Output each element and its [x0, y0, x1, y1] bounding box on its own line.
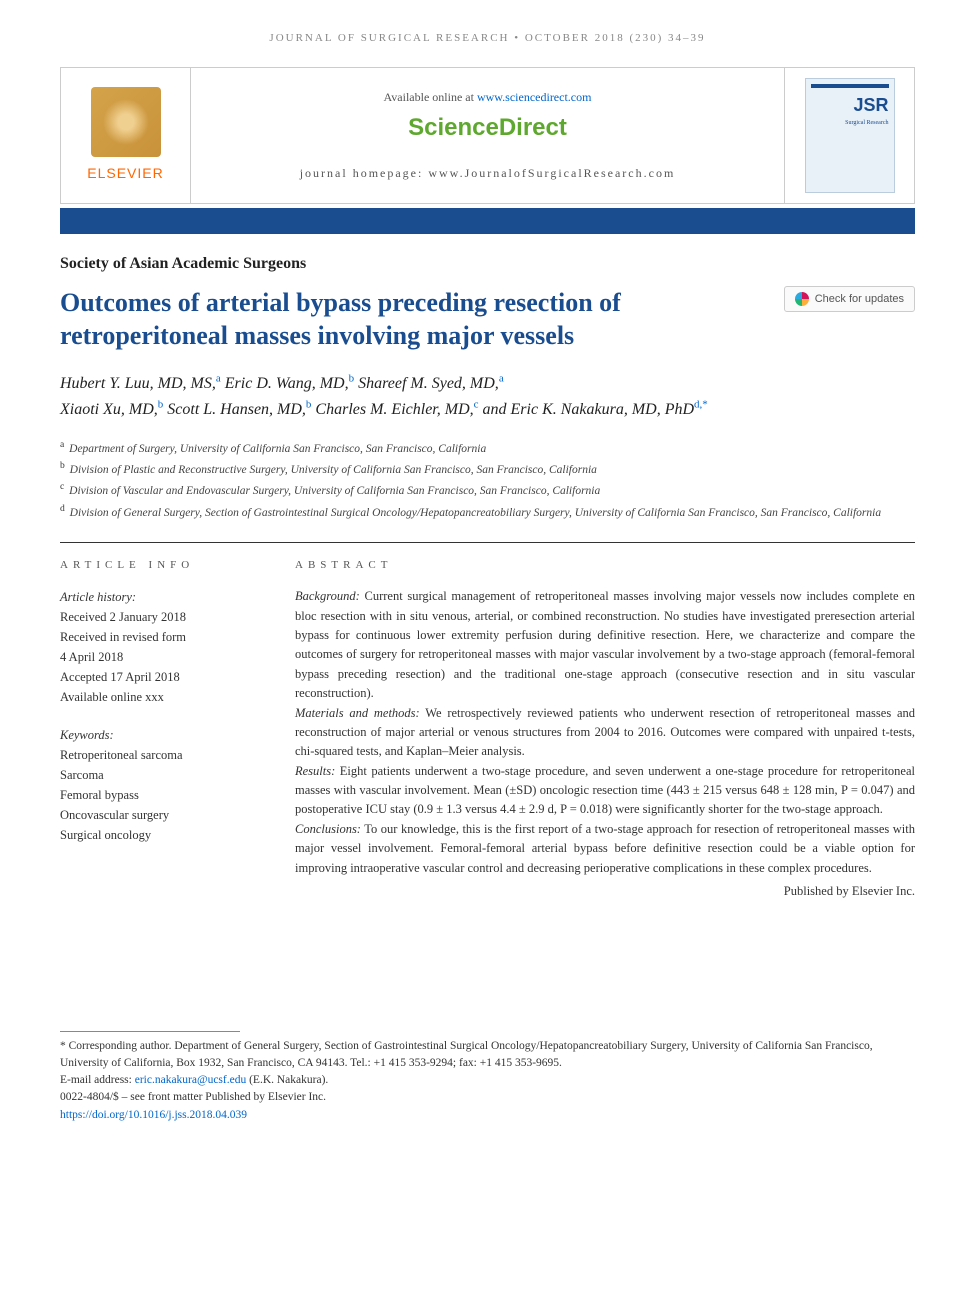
article-title: Outcomes of arterial bypass preceding re…: [60, 286, 764, 354]
history-line: Received in revised form: [60, 627, 260, 647]
abstract-section-label: Conclusions:: [295, 822, 361, 836]
journal-homepage-line: journal homepage: www.JournalofSurgicalR…: [300, 164, 676, 182]
sciencedirect-logo: ScienceDirect: [408, 110, 567, 146]
history-line: Available online xxx: [60, 687, 260, 707]
email-author: (E.K. Nakakura).: [246, 1074, 328, 1086]
email-line: E-mail address: eric.nakakura@ucsf.edu (…: [60, 1072, 915, 1089]
masthead: ELSEVIER Available online at www.science…: [60, 67, 915, 204]
publisher-name: ELSEVIER: [87, 163, 163, 184]
abstract-column: ABSTRACT Background: Current surgical ma…: [295, 557, 915, 901]
author-affil-sup: c: [474, 399, 479, 411]
footnote-separator: [60, 1031, 240, 1032]
author: Hubert Y. Luu, MD, MS,a: [60, 375, 221, 392]
keywords-label: Keywords:: [60, 725, 260, 745]
author: and Eric K. Nakakura, MD, PhDd,*: [483, 401, 708, 418]
history-line: 4 April 2018: [60, 647, 260, 667]
sciencedirect-link[interactable]: www.sciencedirect.com: [477, 90, 592, 104]
keyword: Surgical oncology: [60, 825, 260, 845]
issn-line: 0022-4804/$ – see front matter Published…: [60, 1089, 915, 1106]
author: Xiaoti Xu, MD,b: [60, 401, 163, 418]
available-text: Available online at: [384, 90, 477, 104]
abstract-section-label: Results:: [295, 764, 335, 778]
abstract-paragraph: Materials and methods: We retrospectivel…: [295, 704, 915, 762]
author: Charles M. Eichler, MD,c: [315, 401, 478, 418]
email-label: E-mail address:: [60, 1074, 135, 1086]
author: Shareef M. Syed, MD,a: [358, 375, 504, 392]
homepage-label: journal homepage:: [300, 166, 429, 180]
journal-subtitle: Surgical Research: [845, 119, 888, 128]
history-line: Accepted 17 April 2018: [60, 667, 260, 687]
keyword: Sarcoma: [60, 765, 260, 785]
article-info-heading: ARTICLE INFO: [60, 557, 260, 574]
affiliation-list: a Department of Surgery, University of C…: [60, 437, 915, 522]
author-affil-sup: b: [158, 399, 164, 411]
author-list: Hubert Y. Luu, MD, MS,a Eric D. Wang, MD…: [60, 371, 915, 423]
abstract-section-label: Materials and methods:: [295, 706, 420, 720]
keyword: Femoral bypass: [60, 785, 260, 805]
author-affil-sup: a: [499, 373, 504, 385]
history-label: Article history:: [60, 587, 260, 607]
author-affil-sup: d,*: [694, 399, 708, 411]
journal-cover-thumbnail: JSR Surgical Research: [805, 78, 895, 193]
corresponding-author-note: * Corresponding author. Department of Ge…: [60, 1038, 915, 1073]
abstract-paragraph: Results: Eight patients underwent a two-…: [295, 762, 915, 820]
author-affil-sup: b: [306, 399, 312, 411]
check-updates-button[interactable]: Check for updates: [784, 286, 915, 313]
available-online-line: Available online at www.sciencedirect.co…: [384, 88, 592, 106]
affiliation: b Division of Plastic and Reconstructive…: [60, 458, 915, 479]
society-name: Society of Asian Academic Surgeons: [60, 252, 915, 276]
history-line: Received 2 January 2018: [60, 607, 260, 627]
publisher-line: Published by Elsevier Inc.: [295, 882, 915, 901]
homepage-url: www.JournalofSurgicalResearch.com: [428, 166, 675, 180]
author-affil-sup: b: [349, 373, 355, 385]
running-header: JOURNAL OF SURGICAL RESEARCH • OCTOBER 2…: [60, 30, 915, 47]
author-affil-sup: a: [216, 373, 221, 385]
journal-abbrev: JSR: [853, 92, 888, 119]
footnotes: * Corresponding author. Department of Ge…: [60, 1038, 915, 1124]
abstract-paragraph: Conclusions: To our knowledge, this is t…: [295, 820, 915, 878]
author: Eric D. Wang, MD,b: [225, 375, 354, 392]
article-info-column: ARTICLE INFO Article history: Received 2…: [60, 557, 260, 901]
check-updates-label: Check for updates: [815, 291, 904, 308]
affiliation: d Division of General Surgery, Section o…: [60, 501, 915, 522]
doi-link[interactable]: https://doi.org/10.1016/j.jss.2018.04.03…: [60, 1109, 247, 1121]
masthead-center: Available online at www.sciencedirect.co…: [191, 68, 784, 203]
header-divider-bar: [60, 208, 915, 234]
affiliation: c Division of Vascular and Endovascular …: [60, 479, 915, 500]
abstract-section-label: Background:: [295, 589, 360, 603]
abstract-heading: ABSTRACT: [295, 557, 915, 574]
keywords-block: Keywords: Retroperitoneal sarcomaSarcoma…: [60, 725, 260, 845]
author: Scott L. Hansen, MD,b: [167, 401, 311, 418]
elsevier-tree-icon: [91, 87, 161, 157]
journal-cover-block: JSR Surgical Research: [784, 68, 914, 203]
abstract-paragraph: Background: Current surgical management …: [295, 587, 915, 703]
email-link[interactable]: eric.nakakura@ucsf.edu: [135, 1074, 246, 1086]
affiliation: a Department of Surgery, University of C…: [60, 437, 915, 458]
article-history-block: Article history: Received 2 January 2018…: [60, 587, 260, 707]
abstract-body: Background: Current surgical management …: [295, 587, 915, 878]
crossmark-icon: [795, 292, 809, 306]
publisher-logo-block: ELSEVIER: [61, 68, 191, 203]
keyword: Retroperitoneal sarcoma: [60, 745, 260, 765]
keyword: Oncovascular surgery: [60, 805, 260, 825]
